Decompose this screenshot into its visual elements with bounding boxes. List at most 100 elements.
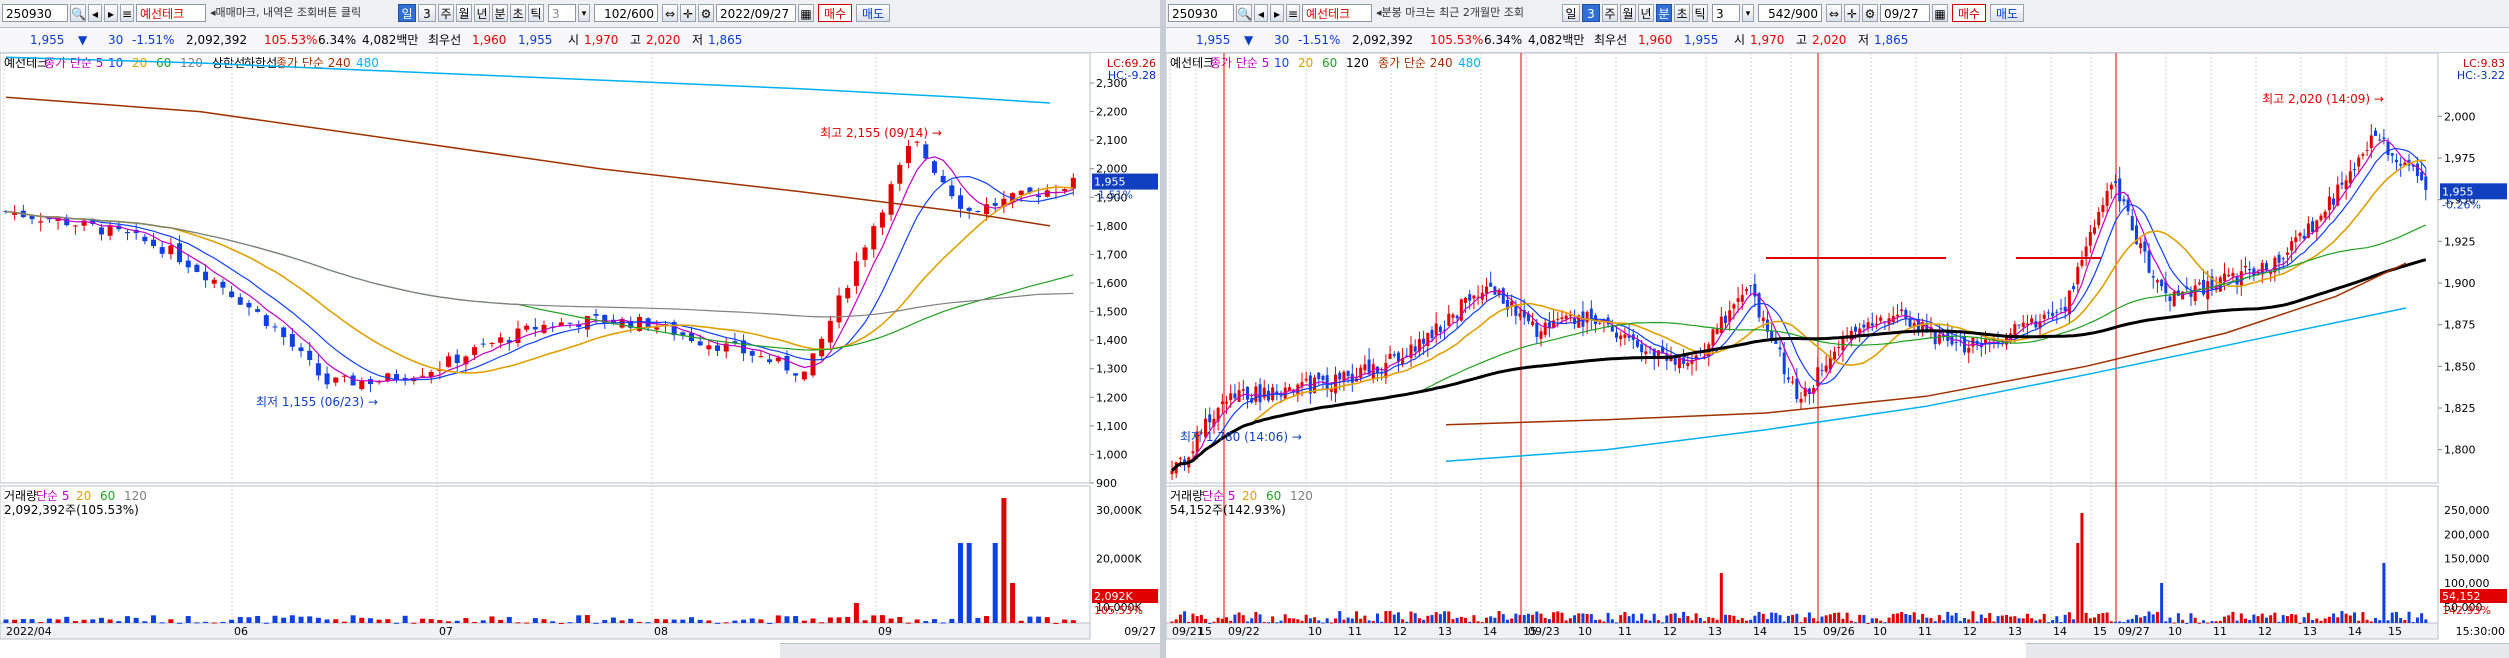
candle-body xyxy=(1422,338,1426,344)
min-price-annotation: 최저 1,155 (06/23) → xyxy=(256,395,378,409)
volume-bar xyxy=(2378,620,2382,623)
volume-plot-area xyxy=(1166,485,2439,624)
calendar-icon[interactable]: ▦ xyxy=(798,4,814,22)
range-input[interactable]: 542/900 xyxy=(1758,4,1822,22)
candle-body xyxy=(1396,352,1400,362)
period-min-button[interactable]: 분 xyxy=(1656,4,1672,22)
candle-body xyxy=(220,281,226,288)
stock-name-field[interactable]: 예선테크 xyxy=(136,4,206,22)
volume-bar xyxy=(1489,616,1493,623)
search-icon[interactable]: 🔍 xyxy=(70,4,86,22)
period-num-button[interactable]: 3 xyxy=(418,4,436,22)
stock-code-input[interactable]: 250930 xyxy=(2,4,68,22)
high-label: 고 xyxy=(1796,33,1808,47)
period-sec-button[interactable]: 초 xyxy=(510,4,526,22)
volume-bar xyxy=(1187,621,1191,623)
volume-bar xyxy=(2248,619,2252,623)
calendar-icon[interactable]: ▦ xyxy=(1932,4,1948,22)
volume-bar xyxy=(2361,612,2365,623)
period-week-button[interactable]: 주 xyxy=(1602,4,1618,22)
volume-bar xyxy=(1070,620,1076,623)
crosshair-icon[interactable]: ✛ xyxy=(680,4,696,22)
search-icon[interactable]: 🔍 xyxy=(1236,4,1252,22)
tick-count-input[interactable]: 3 xyxy=(1712,4,1740,22)
volume-bar xyxy=(1749,619,1753,623)
chevron-down-icon[interactable]: ▾ xyxy=(1742,4,1754,22)
period-month-button[interactable]: 월 xyxy=(456,4,472,22)
buy-button[interactable]: 매수 xyxy=(1952,4,1986,22)
volume-bar xyxy=(862,620,868,623)
chart-scrollbar[interactable] xyxy=(780,643,1160,658)
period-year-button[interactable]: 년 xyxy=(1638,4,1654,22)
period-year-button[interactable]: 년 xyxy=(474,4,490,22)
candle-body xyxy=(1749,285,1753,287)
date-input[interactable]: 09/27 xyxy=(1880,4,1930,22)
x-tick-label: 15 xyxy=(2093,625,2107,638)
notice-text: ◂분봉 마크는 최근 2개월만 조회 xyxy=(1376,4,1524,22)
range-input[interactable]: 102/600 xyxy=(594,4,658,22)
next-arrow-icon[interactable]: ▸ xyxy=(1270,4,1284,22)
volume-bar xyxy=(2101,613,2105,623)
period-tick-button[interactable]: 틱 xyxy=(528,4,544,22)
list-icon[interactable]: ≡ xyxy=(1286,4,1300,22)
x-tick-label: 06 xyxy=(234,625,248,638)
buy-button[interactable]: 매수 xyxy=(818,4,852,22)
zoom-icon[interactable]: ⇔ xyxy=(662,4,678,22)
period-day-button[interactable]: 일 xyxy=(1562,4,1580,22)
stock-name-field[interactable]: 예선테크 xyxy=(1302,4,1372,22)
candle-body xyxy=(836,295,842,323)
stock-code-input[interactable]: 250930 xyxy=(1168,4,1234,22)
volume-bar xyxy=(168,619,174,623)
candle-body xyxy=(1791,381,1795,383)
period-min-button[interactable]: 분 xyxy=(492,4,508,22)
panel-splitter[interactable] xyxy=(1160,0,1166,658)
date-input[interactable]: 2022/09/27 xyxy=(716,4,796,22)
price-change: 30 xyxy=(108,33,124,47)
next-arrow-icon[interactable]: ▸ xyxy=(104,4,118,22)
volume-bar xyxy=(706,620,712,623)
period-day-button[interactable]: 일 xyxy=(398,4,416,22)
list-icon[interactable]: ≡ xyxy=(120,4,134,22)
zoom-icon[interactable]: ⇔ xyxy=(1826,4,1842,22)
volume-bar xyxy=(1468,621,1472,623)
crosshair-icon[interactable]: ✛ xyxy=(1844,4,1860,22)
y-tick-label: 1,875 xyxy=(2444,319,2476,332)
volume-bar xyxy=(3,619,9,623)
volume-bar xyxy=(2063,614,2067,623)
ma240-line xyxy=(5,96,1051,227)
candle-body xyxy=(2088,232,2092,246)
volume-bar xyxy=(1233,614,1237,623)
tools-icon[interactable]: ⚙ xyxy=(1862,4,1878,22)
volume-bar xyxy=(1334,618,1338,623)
volume-bar xyxy=(532,618,538,623)
volume-bar xyxy=(2394,611,2398,623)
volume-bar xyxy=(697,619,703,623)
prev-arrow-icon[interactable]: ◂ xyxy=(1254,4,1268,22)
candle-body xyxy=(1673,357,1677,365)
period-week-button[interactable]: 주 xyxy=(438,4,454,22)
period-month-button[interactable]: 월 xyxy=(1620,4,1636,22)
trade-amount: 4,082백만 xyxy=(1528,33,1585,47)
period-tick-button[interactable]: 틱 xyxy=(1692,4,1708,22)
candle-body xyxy=(446,356,452,367)
last-pct-label: -1.51% xyxy=(1094,189,1133,202)
volume-bar xyxy=(2315,618,2319,623)
candle-body xyxy=(1468,294,1472,301)
tools-icon[interactable]: ⚙ xyxy=(698,4,714,22)
tick-count-input[interactable]: 3 xyxy=(548,4,576,22)
x-end-label: 09/27 xyxy=(1124,625,1156,638)
sell-button[interactable]: 매도 xyxy=(1990,4,2024,22)
period-sec-button[interactable]: 초 xyxy=(1674,4,1690,22)
volume-bar xyxy=(1178,614,1182,623)
candle-body xyxy=(2269,271,2273,274)
candle-body xyxy=(1027,187,1033,193)
period-num-button[interactable]: 3 xyxy=(1582,4,1600,22)
candle-body xyxy=(2118,178,2122,202)
prev-arrow-icon[interactable]: ◂ xyxy=(88,4,102,22)
y-tick-label: 1,975 xyxy=(2444,152,2476,165)
chevron-down-icon[interactable]: ▾ xyxy=(578,4,590,22)
chart-scrollbar[interactable] xyxy=(2026,643,2509,658)
sell-button[interactable]: 매도 xyxy=(856,4,890,22)
